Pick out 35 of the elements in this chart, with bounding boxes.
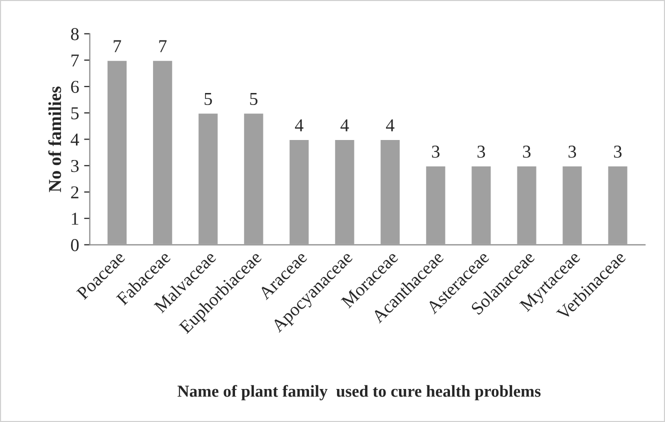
bar: [516, 164, 538, 245]
y-tick-label: 4: [70, 134, 80, 146]
bar: [606, 164, 629, 245]
bar: [197, 112, 220, 245]
data-label: 7: [114, 40, 122, 52]
data-label: 7: [159, 40, 167, 52]
bar: [288, 138, 310, 245]
data-label: 4: [340, 119, 349, 132]
bar: [470, 164, 492, 245]
data-label: 5: [250, 93, 258, 106]
y-tick-label: 3: [71, 160, 79, 172]
y-tick-label: 6: [71, 80, 79, 93]
y-tick-label: 0: [71, 239, 79, 252]
y-axis-title: No of families: [48, 86, 62, 192]
data-label: 3: [478, 146, 486, 158]
bar: [424, 164, 447, 245]
data-label: 3: [523, 146, 531, 158]
y-tick-label: 2: [71, 186, 78, 198]
x-axis-title: Name of plant family used to cure health problems: [178, 384, 541, 400]
data-label: 3: [614, 146, 622, 158]
data-label: 5: [204, 93, 212, 106]
bar: [334, 138, 356, 245]
bar: [106, 59, 128, 245]
data-label: 4: [386, 119, 394, 132]
y-tick-label: 7: [72, 54, 79, 66]
data-label: 4: [294, 119, 304, 132]
bar: [379, 138, 402, 245]
y-tick-label: 5: [71, 107, 79, 120]
data-label: 3: [432, 146, 440, 158]
y-tick-label: 1: [72, 212, 78, 225]
y-tick-label: 8: [71, 28, 79, 40]
bar: [152, 59, 174, 245]
bar: [242, 112, 265, 245]
data-label: 3: [568, 146, 576, 158]
bar: [561, 164, 584, 245]
